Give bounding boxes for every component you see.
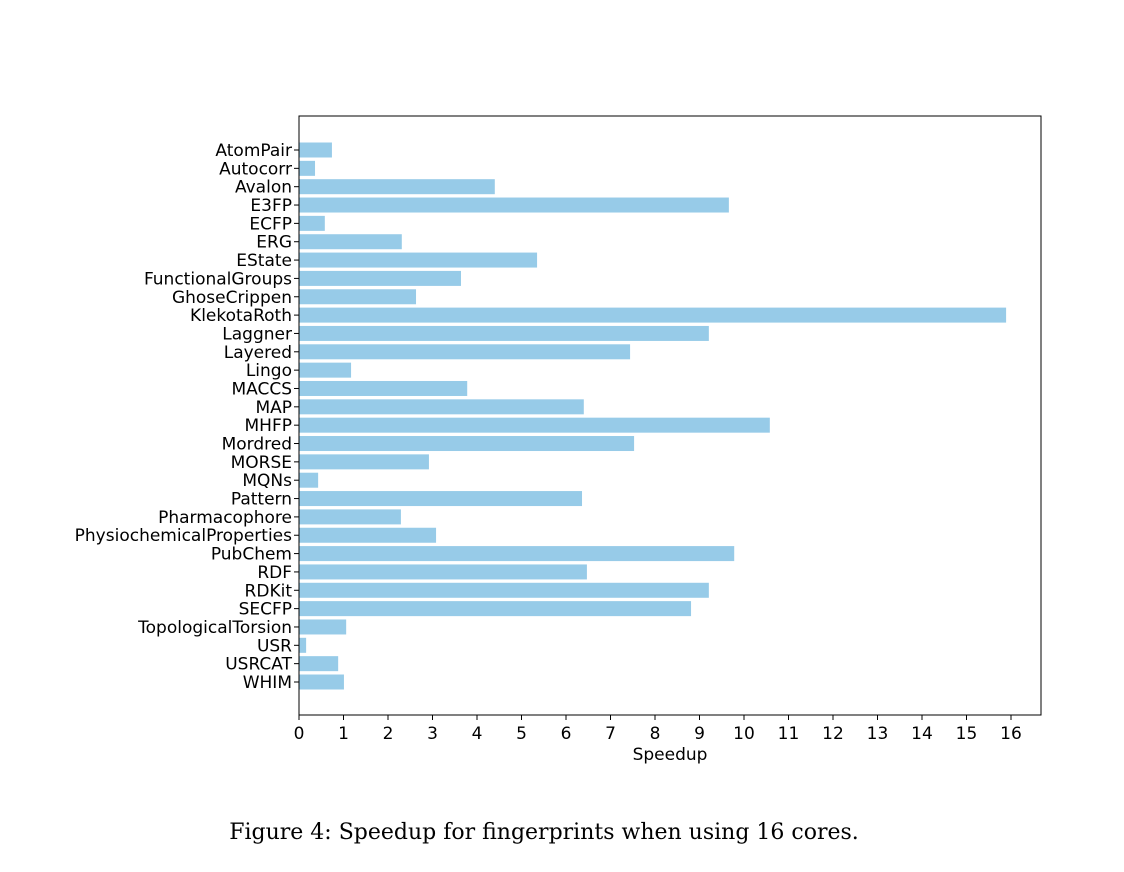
xtick-label: 16 [1000,724,1022,744]
ytick-label: EState [236,251,292,271]
bar-MHFP [299,417,770,433]
ytick-label: RDKit [245,581,293,601]
bar-Pharmacophore [299,509,401,525]
xtick-label: 0 [294,724,305,744]
xtick-label: 3 [427,724,438,744]
ytick-label: Layered [224,343,292,363]
ytick-label: MHFP [245,416,292,436]
ytick-label: Avalon [235,178,292,198]
xtick-label: 8 [650,724,661,744]
xtick-label: 4 [472,724,483,744]
ytick-label: MACCS [231,379,292,399]
ytick-label: E3FP [250,196,292,216]
xtick-label: 12 [822,724,844,744]
ytick-label: MAP [255,398,292,418]
ytick-label: Lingo [246,361,292,381]
bar-KlekotaRoth [299,307,1007,323]
bar-RDKit [299,582,709,598]
ytick-label: PubChem [211,545,292,565]
bar-AtomPair [299,142,332,158]
ytick-label: Pattern [231,490,292,510]
xtick-label: 6 [561,724,572,744]
bar-E3FP [299,197,729,213]
xtick-label: 2 [383,724,394,744]
ytick-label: GhoseCrippen [172,288,292,308]
bar-ECFP [299,215,325,231]
bar-MQNs [299,472,319,488]
plot-frame [298,115,1042,716]
ytick-label: ERG [256,233,292,253]
ytick-label: SECFP [239,600,292,620]
bar-MORSE [299,454,429,470]
bar-Autocorr [299,160,316,176]
bar-GhoseCrippen [299,289,417,305]
ytick-label: Mordred [222,435,292,455]
x-axis-label: Speedup [633,745,708,765]
bar-RDF [299,564,587,580]
ytick-label: AtomPair [215,141,292,161]
xtick-label: 10 [733,724,755,744]
bar-Mordred [299,436,635,452]
xtick-label: 9 [694,724,705,744]
bar-Pattern [299,491,583,507]
xtick-label: 7 [605,724,616,744]
ytick-label: TopologicalTorsion [137,618,292,638]
ytick-label: Pharmacophore [158,508,292,528]
ytick-label: ECFP [249,214,292,234]
figure-caption: Figure 4: Speedup for fingerprints when … [229,820,859,845]
xtick-label: 14 [911,724,933,744]
bar-Layered [299,344,631,360]
xtick-label: 5 [516,724,527,744]
ytick-label: USR [257,636,292,656]
xtick-label: 13 [867,724,889,744]
ytick-label: FunctionalGroups [144,269,292,289]
bar-USR [299,637,307,653]
bar-MAP [299,399,584,415]
ytick-label: MORSE [231,453,292,473]
bar-EState [299,252,538,268]
bar-USRCAT [299,656,339,672]
bar-PubChem [299,546,735,562]
ytick-label: Laggner [222,324,292,344]
bar-MACCS [299,380,468,396]
ytick-label: Autocorr [219,159,292,179]
ytick-label: KlekotaRoth [190,306,292,326]
ytick-label: MQNs [242,471,292,491]
ytick-label: PhysiochemicalProperties [75,526,292,546]
bar-TopologicalTorsion [299,619,347,635]
bar-Laggner [299,325,709,341]
xtick-label: 11 [778,724,800,744]
bar-ERG [299,234,402,250]
ytick-label: RDF [257,563,292,583]
bar-PhysiochemicalProperties [299,527,437,543]
xtick-label: 15 [956,724,978,744]
ytick-label: WHIM [243,673,292,693]
bar-SECFP [299,601,692,617]
bar-Avalon [299,179,495,195]
bar-FunctionalGroups [299,270,461,286]
bar-Lingo [299,362,352,378]
xtick-label: 1 [338,724,349,744]
ytick-label: USRCAT [225,655,292,675]
bar-WHIM [299,674,344,690]
